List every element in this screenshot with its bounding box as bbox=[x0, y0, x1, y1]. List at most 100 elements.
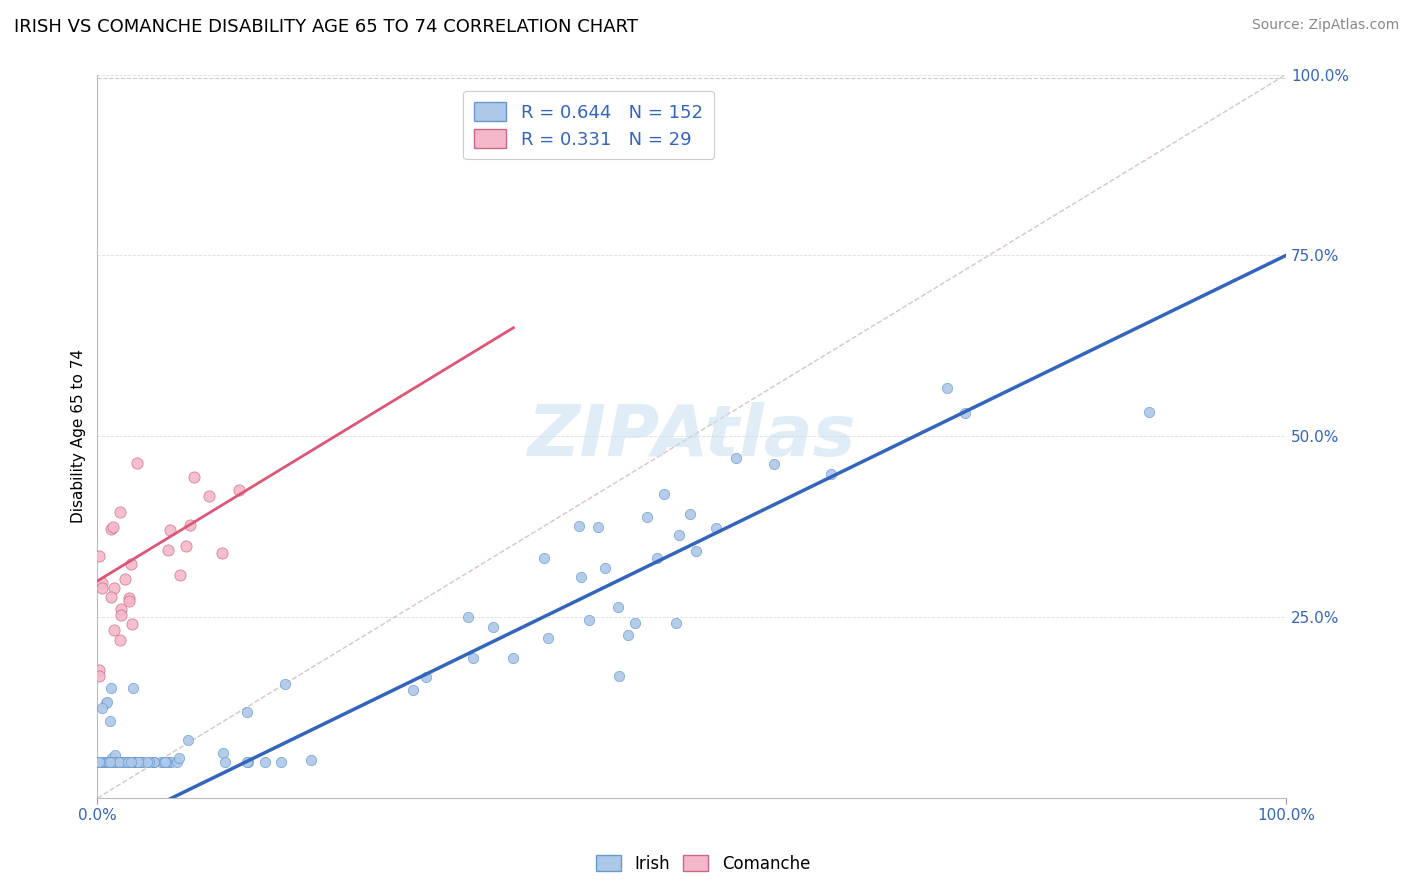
Y-axis label: Disability Age 65 to 74: Disability Age 65 to 74 bbox=[72, 350, 86, 524]
Point bbox=[103, 755, 125, 769]
Point bbox=[100, 755, 122, 769]
Point bbox=[111, 755, 134, 769]
Point bbox=[96, 696, 118, 710]
Point bbox=[87, 755, 110, 769]
Point bbox=[537, 632, 560, 646]
Point bbox=[100, 755, 122, 769]
Point bbox=[122, 755, 145, 769]
Point bbox=[94, 755, 117, 769]
Point bbox=[108, 755, 131, 769]
Point bbox=[124, 755, 146, 769]
Point bbox=[198, 489, 221, 503]
Point bbox=[117, 755, 139, 769]
Point bbox=[101, 755, 124, 769]
Point bbox=[114, 755, 136, 769]
Point bbox=[100, 755, 122, 769]
Point bbox=[105, 755, 128, 769]
Point bbox=[131, 755, 153, 769]
Point bbox=[104, 755, 127, 769]
Point bbox=[159, 523, 181, 537]
Point bbox=[236, 705, 259, 719]
Point bbox=[114, 755, 136, 769]
Point bbox=[111, 755, 134, 769]
Point bbox=[87, 669, 110, 683]
Point bbox=[98, 714, 121, 728]
Point bbox=[953, 406, 976, 420]
Point bbox=[90, 582, 112, 596]
Point bbox=[87, 755, 110, 769]
Point bbox=[124, 755, 146, 769]
Point bbox=[103, 755, 125, 769]
Point bbox=[569, 569, 592, 583]
Point bbox=[98, 755, 121, 769]
Point bbox=[100, 755, 122, 769]
Point bbox=[104, 755, 127, 769]
Point bbox=[120, 755, 142, 769]
Point bbox=[101, 755, 124, 769]
Point bbox=[482, 620, 505, 634]
Point bbox=[101, 755, 124, 769]
Legend: R = 0.644   N = 152, R = 0.331   N = 29: R = 0.644 N = 152, R = 0.331 N = 29 bbox=[463, 91, 714, 160]
Text: Source: ZipAtlas.com: Source: ZipAtlas.com bbox=[1251, 18, 1399, 32]
Point bbox=[87, 755, 110, 769]
Point bbox=[117, 755, 139, 769]
Point bbox=[228, 483, 250, 497]
Point bbox=[94, 755, 117, 769]
Point bbox=[502, 651, 524, 665]
Point bbox=[647, 551, 669, 566]
Point bbox=[157, 755, 180, 769]
Point bbox=[122, 681, 145, 695]
Point bbox=[97, 755, 120, 769]
Point bbox=[578, 613, 600, 627]
Point bbox=[96, 696, 118, 710]
Point bbox=[270, 755, 292, 769]
Point bbox=[112, 755, 135, 769]
Point bbox=[155, 755, 177, 769]
Point bbox=[94, 755, 117, 769]
Point bbox=[112, 755, 135, 769]
Point bbox=[94, 755, 117, 769]
Point bbox=[236, 755, 259, 769]
Point bbox=[157, 542, 180, 557]
Point bbox=[117, 755, 139, 769]
Point bbox=[96, 755, 118, 769]
Point bbox=[91, 755, 114, 769]
Point bbox=[125, 456, 148, 470]
Point bbox=[415, 670, 437, 684]
Point bbox=[110, 505, 132, 519]
Point bbox=[89, 755, 111, 769]
Point bbox=[97, 755, 120, 769]
Point bbox=[91, 755, 114, 769]
Point bbox=[97, 755, 120, 769]
Point bbox=[665, 616, 688, 631]
Point bbox=[90, 755, 112, 769]
Point bbox=[104, 755, 127, 769]
Point bbox=[120, 558, 142, 572]
Point bbox=[103, 581, 125, 595]
Point bbox=[135, 755, 157, 769]
Point bbox=[91, 575, 114, 590]
Point bbox=[160, 755, 183, 769]
Point bbox=[87, 664, 110, 678]
Point bbox=[94, 755, 117, 769]
Point bbox=[166, 755, 188, 769]
Point bbox=[118, 755, 141, 769]
Point bbox=[90, 755, 112, 769]
Point bbox=[103, 755, 125, 769]
Point bbox=[104, 755, 127, 769]
Point bbox=[211, 546, 233, 560]
Point bbox=[704, 521, 727, 535]
Point bbox=[118, 755, 141, 769]
Point bbox=[101, 520, 124, 534]
Point bbox=[668, 528, 690, 542]
Point bbox=[607, 669, 630, 683]
Point bbox=[93, 755, 115, 769]
Point bbox=[461, 650, 484, 665]
Point bbox=[299, 753, 322, 767]
Point bbox=[101, 755, 124, 769]
Point bbox=[117, 755, 139, 769]
Point bbox=[679, 507, 702, 521]
Point bbox=[107, 755, 129, 769]
Point bbox=[120, 755, 142, 769]
Point bbox=[112, 755, 135, 769]
